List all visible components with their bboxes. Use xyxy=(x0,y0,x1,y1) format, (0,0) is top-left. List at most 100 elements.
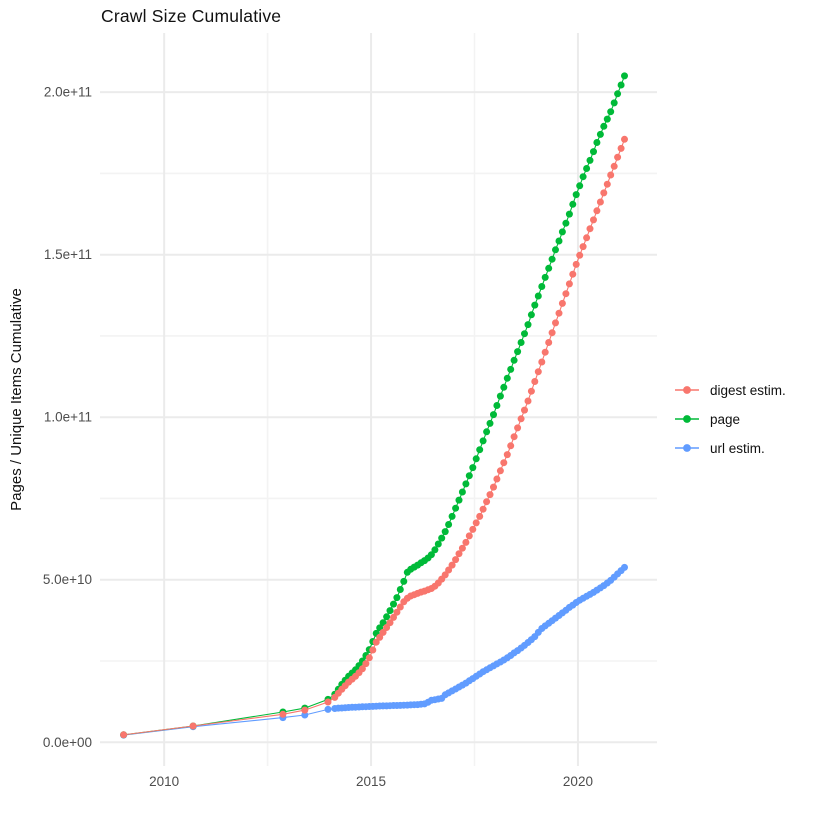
data-point xyxy=(596,198,604,206)
data-point xyxy=(390,600,397,608)
data-point xyxy=(465,472,473,480)
data-point xyxy=(362,660,370,668)
data-point xyxy=(455,550,463,558)
data-point xyxy=(572,191,580,199)
data-point xyxy=(358,665,366,673)
data-point xyxy=(469,525,477,533)
data-point xyxy=(583,165,591,172)
data-point xyxy=(576,182,584,190)
data-point xyxy=(386,607,394,615)
data-point xyxy=(517,415,525,423)
data-point xyxy=(534,292,542,300)
data-point xyxy=(476,446,484,454)
data-point xyxy=(569,200,577,208)
data-point xyxy=(503,374,511,382)
legend-item-page: page xyxy=(673,409,786,429)
data-point xyxy=(486,491,494,499)
data-point xyxy=(490,483,497,491)
data-point xyxy=(610,99,618,107)
y-tick-label: 1.0e+11 xyxy=(44,410,92,425)
data-point xyxy=(448,512,456,520)
legend-label: digest estim. xyxy=(710,382,786,398)
data-point xyxy=(558,299,566,307)
data-point xyxy=(521,330,528,338)
data-point xyxy=(538,358,546,366)
x-tick-label: 2020 xyxy=(563,774,593,789)
data-point xyxy=(572,260,580,268)
data-point xyxy=(614,90,622,98)
data-point xyxy=(617,81,625,89)
y-tick-label: 2.0e+11 xyxy=(44,85,92,100)
legend-key-icon xyxy=(675,444,699,452)
data-point xyxy=(324,705,332,713)
data-point xyxy=(621,72,628,80)
data-point xyxy=(524,397,532,405)
data-point xyxy=(514,348,522,356)
series-digest-estim-line xyxy=(123,139,626,736)
y-tick-label: 0.0e+00 xyxy=(43,735,92,750)
data-point xyxy=(462,480,470,488)
data-point xyxy=(301,711,309,719)
data-point xyxy=(393,594,401,602)
data-point xyxy=(503,451,511,459)
data-point xyxy=(621,135,628,143)
data-point xyxy=(400,577,408,585)
data-point xyxy=(452,504,460,512)
data-point xyxy=(590,148,597,156)
data-point xyxy=(379,628,387,636)
data-point xyxy=(603,115,611,123)
data-point xyxy=(569,270,577,278)
data-point xyxy=(396,586,404,593)
legend-key-icon xyxy=(675,386,699,394)
data-point xyxy=(486,419,494,427)
series-url-estim-points xyxy=(120,563,628,739)
data-point xyxy=(617,144,625,152)
data-point xyxy=(445,521,453,528)
data-point xyxy=(383,613,391,621)
data-point xyxy=(552,319,559,327)
data-point xyxy=(607,108,615,116)
data-point xyxy=(607,171,615,179)
data-point xyxy=(500,383,508,391)
data-point xyxy=(545,339,553,346)
series-digest-estim-points xyxy=(120,135,628,739)
data-point xyxy=(510,356,518,364)
data-point xyxy=(479,437,487,445)
data-point xyxy=(562,219,570,227)
data-point xyxy=(434,540,442,548)
data-point xyxy=(483,498,491,506)
data-point xyxy=(472,519,480,527)
data-point xyxy=(431,546,439,554)
legend: digest estim. page url estim. xyxy=(673,380,786,458)
data-point xyxy=(593,207,601,215)
data-point xyxy=(590,216,597,224)
data-point xyxy=(441,571,449,579)
legend-label: page xyxy=(710,411,741,427)
data-point xyxy=(586,156,594,164)
data-point xyxy=(396,603,404,611)
data-point xyxy=(531,301,539,309)
data-point xyxy=(476,512,484,520)
data-point xyxy=(448,561,456,569)
data-point xyxy=(445,566,453,574)
series-page-points xyxy=(120,72,628,739)
data-point xyxy=(465,532,473,540)
data-point xyxy=(603,180,611,188)
data-point xyxy=(393,608,401,616)
data-point xyxy=(621,563,628,571)
data-point xyxy=(552,246,559,254)
data-point xyxy=(524,321,532,329)
data-point xyxy=(369,646,377,654)
data-point xyxy=(600,122,608,130)
data-point xyxy=(596,130,604,138)
data-point xyxy=(614,153,622,161)
data-point xyxy=(565,210,573,218)
x-tick-label: 2010 xyxy=(149,774,179,789)
data-point xyxy=(562,290,570,298)
data-point xyxy=(189,722,197,730)
data-point xyxy=(483,428,491,436)
data-point xyxy=(469,464,477,472)
y-tick-label: 5.0e+10 xyxy=(43,572,92,587)
data-point xyxy=(541,273,549,281)
